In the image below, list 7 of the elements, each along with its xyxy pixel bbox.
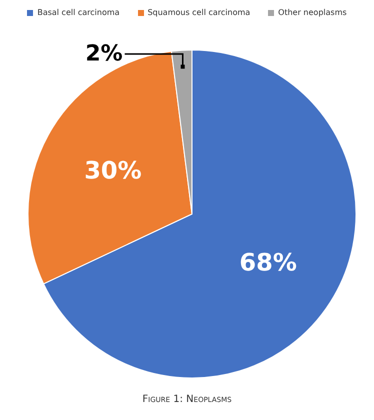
data-label: 68% — [239, 248, 297, 276]
data-label: 30% — [84, 156, 142, 185]
data-label: 2% — [85, 42, 123, 66]
caption: Figure 1: Neoplasms — [141, 394, 233, 405]
legend-label: Basal cell carcinoma — [36, 8, 120, 17]
legend-label: Squamous cell carcinoma — [146, 8, 250, 17]
legend-label: Other neoplasms — [277, 8, 347, 17]
